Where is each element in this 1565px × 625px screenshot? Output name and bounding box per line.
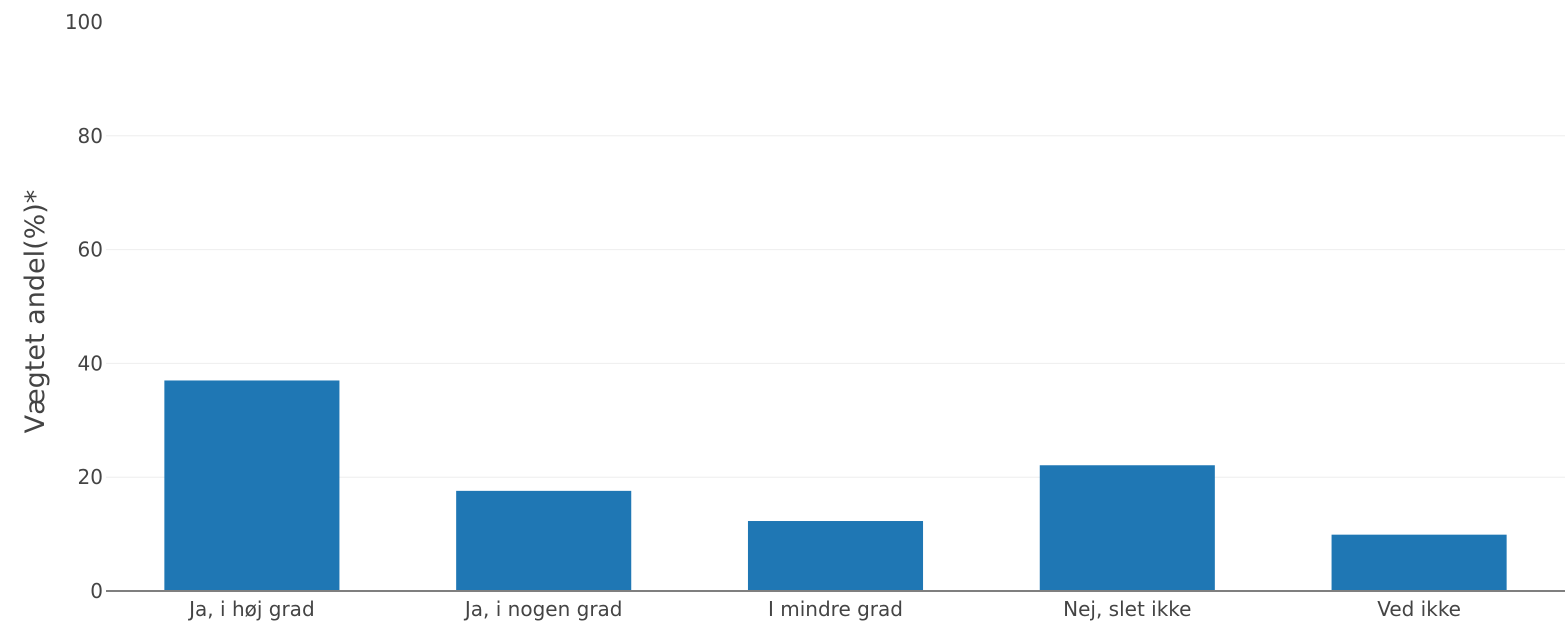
- gridlines: [106, 135, 1565, 478]
- x-tick-label: Ja, i nogen grad: [463, 597, 623, 621]
- x-tick-label: I mindre grad: [768, 597, 903, 621]
- x-tick-labels: Ja, i høj grad Ja, i nogen grad I mindre g…: [187, 597, 1461, 621]
- bar-5: [1331, 534, 1507, 591]
- bar-2: [456, 490, 632, 591]
- bar-4: [1039, 465, 1215, 591]
- bar-1: [164, 380, 340, 591]
- y-tick-label: 0: [90, 579, 103, 603]
- y-tick-label: 80: [78, 124, 103, 148]
- y-axis-label: Vægtet andel(%)*: [20, 190, 51, 434]
- y-tick-label: 40: [78, 351, 103, 375]
- y-tick-label: 20: [78, 465, 103, 489]
- bar-3: [747, 521, 924, 591]
- bars: [164, 380, 1507, 591]
- x-tick-label: Nej, slet ikke: [1063, 597, 1191, 621]
- y-tick-label: 100: [65, 10, 103, 34]
- x-tick-label: Ja, i høj grad: [187, 597, 314, 621]
- x-tick-label: Ved ikke: [1377, 597, 1461, 621]
- y-tick-label: 60: [78, 238, 103, 262]
- y-tick-labels: 0 20 40 60 80 100: [65, 10, 103, 603]
